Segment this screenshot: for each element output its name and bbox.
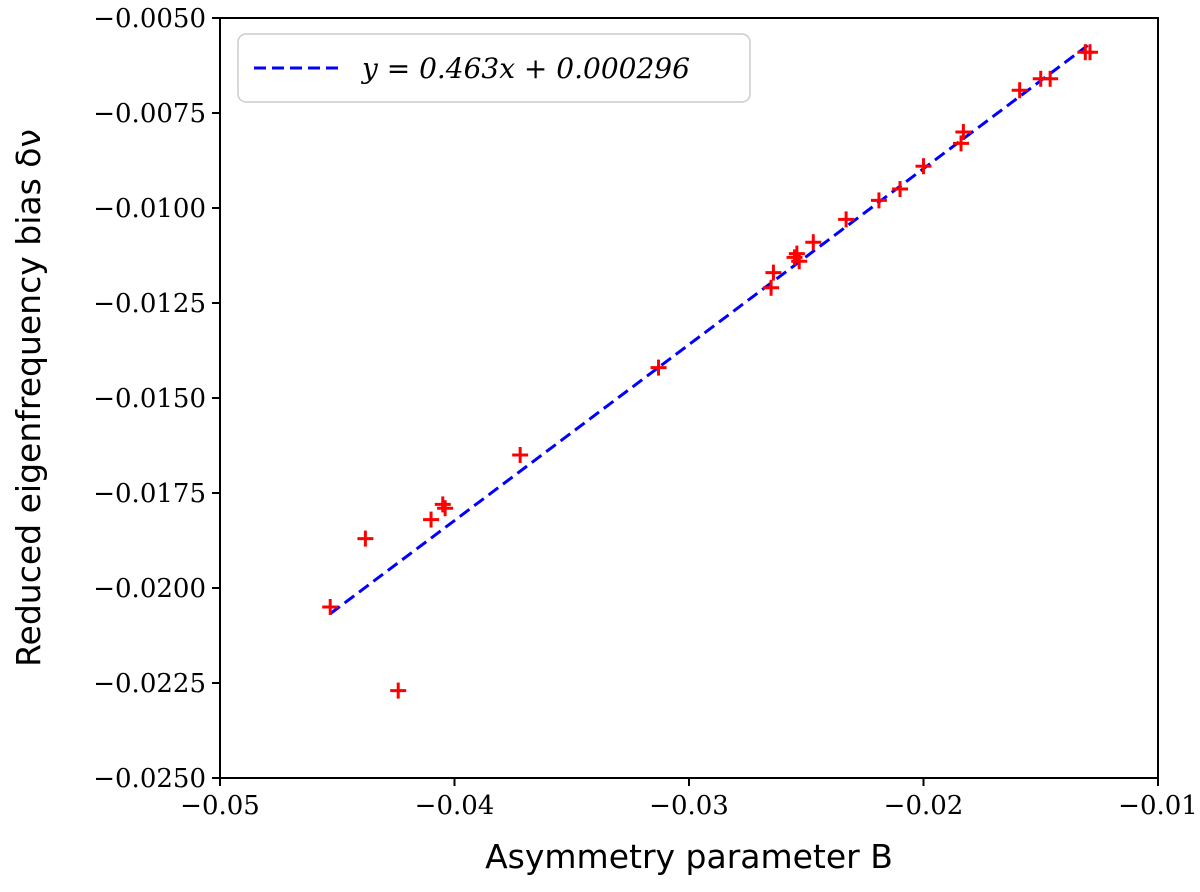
data-point — [763, 279, 780, 296]
y-tick-label: −0.0050 — [93, 4, 206, 34]
y-tick-label: −0.0150 — [93, 384, 206, 414]
y-tick-label: −0.0125 — [93, 289, 206, 319]
legend: y = 0.463x + 0.000296 — [237, 33, 751, 103]
data-point — [650, 359, 667, 376]
data-point — [805, 234, 822, 251]
data-point — [791, 253, 808, 270]
data-point — [953, 135, 970, 152]
data-point — [1042, 70, 1059, 87]
data-point — [512, 447, 529, 463]
fit-line — [329, 44, 1089, 615]
y-tick-label: −0.0225 — [93, 669, 206, 699]
y-tick-label: −0.0250 — [93, 764, 206, 794]
y-axis-label: Reduced eigenfrequency bias δν — [9, 129, 48, 667]
data-point — [437, 500, 454, 517]
data-point — [838, 211, 855, 228]
x-tick-label: −0.03 — [649, 791, 729, 821]
data-point — [765, 264, 782, 281]
x-tick-label: −0.05 — [180, 791, 260, 821]
data-point — [915, 158, 932, 175]
x-tick-label: −0.01 — [1118, 791, 1198, 821]
x-tick-label: −0.04 — [415, 791, 495, 821]
plot-marks — [322, 44, 1098, 699]
x-axis: −0.05 −0.04 −0.03 −0.02 −0.01 — [180, 778, 1198, 821]
data-point — [892, 181, 909, 197]
data-point — [423, 511, 440, 528]
data-point — [870, 192, 887, 209]
x-tick-label: −0.02 — [884, 791, 964, 821]
data-point — [390, 682, 407, 699]
data-point — [1011, 82, 1028, 99]
plot-frame — [219, 17, 1159, 779]
y-tick-label: −0.0175 — [93, 479, 206, 509]
y-tick-label: −0.0100 — [93, 194, 206, 224]
y-axis: −0.0050 −0.0075 −0.0100 −0.0125 −0.0150 −0.01… — [93, 4, 220, 794]
y-tick-label: −0.0075 — [93, 99, 206, 129]
legend-label: y = 0.463x + 0.000296 — [360, 52, 690, 85]
legend-box — [237, 33, 751, 103]
data-point — [434, 496, 451, 513]
data-point — [955, 124, 972, 140]
data-point — [357, 530, 374, 547]
x-axis-label: Asymmetry parameter B — [485, 837, 893, 876]
data-point — [788, 245, 805, 262]
data-point — [322, 599, 339, 615]
y-tick-label: −0.0200 — [93, 574, 206, 604]
data-point — [1081, 44, 1098, 61]
